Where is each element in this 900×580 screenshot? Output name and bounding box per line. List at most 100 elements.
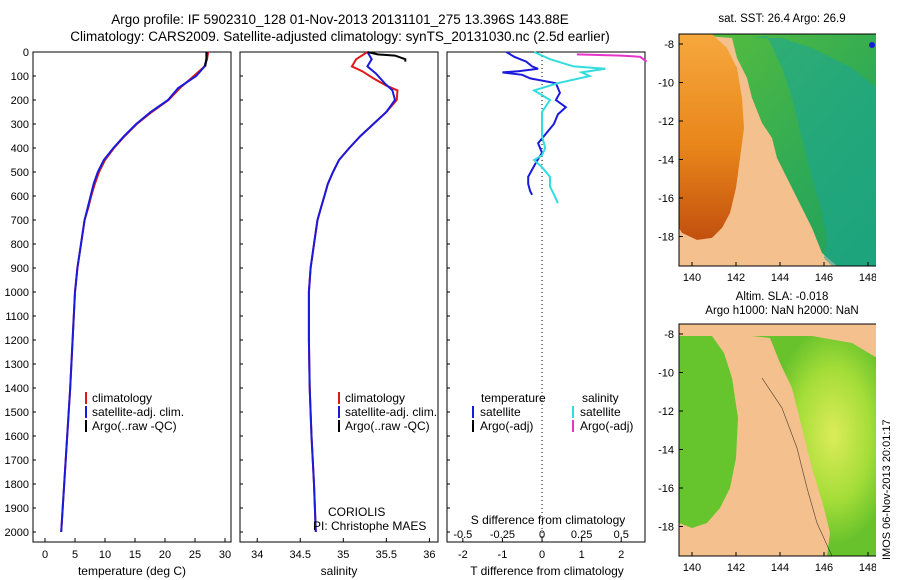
depth-tick-label: 1900 bbox=[5, 503, 29, 515]
lon-tick-label: 142 bbox=[727, 272, 745, 284]
x-tick-label: 35 bbox=[337, 549, 349, 561]
t-difference-xlabel: T difference from climatology bbox=[470, 564, 624, 578]
x-tick-label: 35.5 bbox=[376, 549, 397, 561]
lon-tick-label: 140 bbox=[683, 272, 701, 284]
lon-tick-label: 144 bbox=[771, 562, 789, 574]
depth-tick-label: 400 bbox=[11, 143, 29, 155]
x-tick-label: 34.5 bbox=[290, 549, 311, 561]
lon-tick-label: 148 bbox=[859, 272, 876, 284]
salinity-plot: 34 34.5 35 35.5 36 bbox=[251, 51, 436, 561]
lon-tick-label: 140 bbox=[683, 562, 701, 574]
x-tick-label: -2 bbox=[458, 549, 468, 561]
diff-line-s-argoadj bbox=[576, 53, 648, 63]
depth-tick-label: 700 bbox=[11, 215, 29, 227]
sla-map-xticks: 140 142 144 146 148 bbox=[683, 552, 876, 574]
lon-tick-label: 148 bbox=[859, 562, 876, 574]
legend-s-argo: Argo(-adj) bbox=[580, 419, 633, 433]
legend-s-satellite: satellite bbox=[580, 405, 621, 419]
legend-argo: Argo(..raw -QC) bbox=[92, 419, 177, 433]
depth-tick-label: 2000 bbox=[5, 527, 29, 539]
series-line-argorawqc bbox=[367, 51, 407, 62]
series-line-satelliteadjclim bbox=[60, 51, 208, 533]
x-tick-label: 20 bbox=[159, 549, 171, 561]
x-tick-label: 15 bbox=[129, 549, 141, 561]
sla-map: -8 -10 -12 -14 -16 -18 140 142 144 146 148 bbox=[658, 323, 876, 574]
depth-axis: 0 100 200 300 400 500 600 700 800 900 1000 1100 1200… bbox=[5, 47, 450, 539]
depth-tick-label: 1800 bbox=[5, 479, 29, 491]
temperature-legend: climatology satellite-adj. clim. Argo(..… bbox=[85, 391, 184, 433]
depth-tick-label: 1600 bbox=[5, 431, 29, 443]
legend-argo: Argo(..raw -QC) bbox=[345, 419, 430, 433]
legend-t-argo: Argo(-adj) bbox=[480, 419, 533, 433]
lat-tick-label: -10 bbox=[658, 78, 674, 90]
temperature-plot: 0 5 10 15 20 25 30 bbox=[42, 51, 231, 561]
x-tick-label: 25 bbox=[189, 549, 201, 561]
s-tick-label: 0.5 bbox=[614, 529, 629, 541]
diff-line-t-satellite bbox=[502, 51, 568, 196]
difference-legend: temperature salinity satellite Argo(-adj… bbox=[472, 391, 633, 433]
depth-tick-label: 800 bbox=[11, 239, 29, 251]
legend-satellite-adj: satellite-adj. clim. bbox=[345, 405, 437, 419]
depth-tick-label: 1000 bbox=[5, 287, 29, 299]
lat-tick-label: -12 bbox=[658, 116, 674, 128]
depth-tick-label: 1100 bbox=[5, 311, 29, 323]
lat-tick-label: -16 bbox=[658, 483, 674, 495]
difference-plot: -2 -1 0 1 2 -0.5 -0.25 0 0.25 0.5 bbox=[453, 51, 648, 561]
series-line-argorawqc bbox=[204, 52, 208, 67]
temperature-xlabel: temperature (deg C) bbox=[78, 564, 186, 578]
lon-tick-label: 144 bbox=[771, 272, 789, 284]
temperature-axes bbox=[32, 51, 232, 543]
legend-temperature-head: temperature bbox=[481, 391, 546, 405]
s-tick-label: 0.25 bbox=[571, 529, 592, 541]
imos-timestamp: IMOS 06-Nov-2013 20:01:17 bbox=[881, 419, 893, 560]
lat-tick-label: -14 bbox=[658, 445, 674, 457]
legend-climatology: climatology bbox=[92, 391, 152, 405]
series-line-satelliteadjclim bbox=[307, 51, 397, 533]
diff-line-s-satellite bbox=[531, 51, 606, 204]
lat-tick-label: -10 bbox=[658, 368, 674, 380]
x-tick-label: 5 bbox=[72, 549, 78, 561]
x-tick-label: 36 bbox=[423, 549, 435, 561]
credit-coriolis: CORIOLIS bbox=[328, 505, 385, 519]
depth-tick-label: 500 bbox=[11, 167, 29, 179]
x-tick-label: 30 bbox=[219, 549, 231, 561]
x-tick-label: 34 bbox=[251, 549, 263, 561]
x-tick-label: 2 bbox=[618, 549, 624, 561]
depth-tick-label: 200 bbox=[11, 95, 29, 107]
lon-tick-label: 146 bbox=[815, 562, 833, 574]
legend-climatology: climatology bbox=[345, 391, 405, 405]
x-tick-label: -1 bbox=[498, 549, 508, 561]
sst-map-xticks: 140 142 144 146 148 bbox=[683, 262, 876, 284]
legend-salinity-head: salinity bbox=[582, 391, 619, 405]
sst-map-title: sat. SST: 26.4 Argo: 26.9 bbox=[718, 13, 846, 25]
chart-title-line1: Argo profile: IF 5902310_128 01-Nov-2013… bbox=[111, 12, 569, 27]
lat-tick-label: -8 bbox=[664, 39, 674, 51]
credit-pi: PI: Christophe MAES bbox=[313, 519, 426, 533]
depth-tick-label: 100 bbox=[11, 71, 29, 83]
depth-tick-label: 600 bbox=[11, 191, 29, 203]
legend-t-satellite: satellite bbox=[480, 405, 521, 419]
lon-tick-label: 142 bbox=[727, 562, 745, 574]
x-tick-label: 1 bbox=[579, 549, 585, 561]
lat-tick-label: -16 bbox=[658, 193, 674, 205]
depth-tick-label: 0 bbox=[23, 47, 29, 59]
salinity-legend: climatology satellite-adj. clim. Argo(..… bbox=[338, 391, 437, 433]
sst-map: -8 -10 -12 -14 -16 -18 140 142 144 146 148 bbox=[658, 33, 876, 284]
sla-map-title-2: Argo h1000: NaN h2000: NaN bbox=[705, 305, 859, 317]
depth-tick-label: 1500 bbox=[5, 407, 29, 419]
sla-map-yticks: -8 -10 -12 -14 -16 -18 bbox=[658, 329, 683, 534]
depth-tick-label: 1200 bbox=[5, 335, 29, 347]
s-tick-label: -0.5 bbox=[453, 529, 472, 541]
x-tick-label: 0 bbox=[539, 549, 545, 561]
depth-tick-label: 1700 bbox=[5, 455, 29, 467]
lat-tick-label: -8 bbox=[664, 329, 674, 341]
profile-plots: 0100200300400500600700800900100011001200… bbox=[5, 47, 648, 578]
x-tick-label: 0 bbox=[42, 549, 48, 561]
depth-tick-label: 900 bbox=[11, 263, 29, 275]
depth-tick-label: 1300 bbox=[5, 359, 29, 371]
sla-map-title-1: Altim. SLA: -0.018 bbox=[735, 291, 829, 303]
legend-satellite-adj: satellite-adj. clim. bbox=[92, 405, 184, 419]
depth-tick-label: 1400 bbox=[5, 383, 29, 395]
s-difference-label: S difference from climatology bbox=[471, 513, 626, 527]
s-tick-label: -0.25 bbox=[490, 529, 515, 541]
